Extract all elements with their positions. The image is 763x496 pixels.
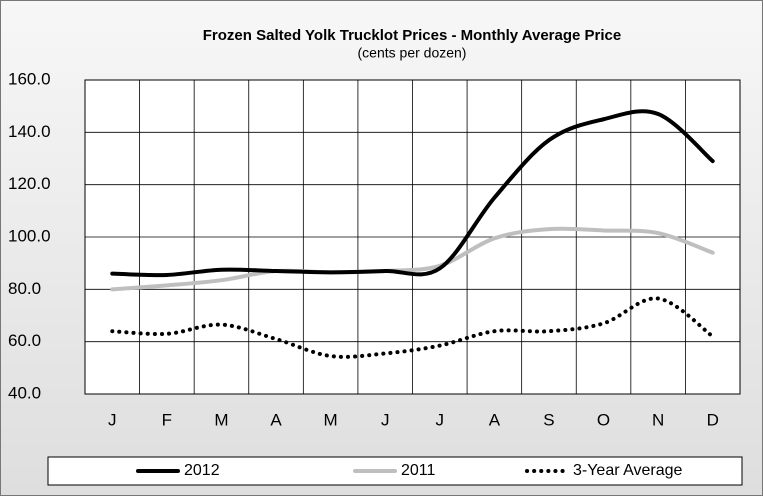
x-tick-label: M <box>324 410 338 429</box>
y-tick-label: 100.0 <box>8 226 51 245</box>
legend-label: 3-Year Average <box>573 462 683 479</box>
legend-label: 2012 <box>184 462 220 479</box>
x-tick-label: J <box>436 410 445 429</box>
plot-border <box>84 79 741 395</box>
x-tick-label: F <box>162 410 172 429</box>
series-line <box>110 296 715 359</box>
y-tick-label: 80.0 <box>8 279 41 298</box>
x-tick-label: A <box>489 410 501 429</box>
y-tick-label: 140.0 <box>8 122 51 141</box>
y-tick-label: 160.0 <box>8 69 51 88</box>
x-tick-label: J <box>108 410 117 429</box>
x-tick-label: A <box>270 410 282 429</box>
x-tick-label: S <box>543 410 554 429</box>
series-line <box>110 226 715 292</box>
series-line <box>110 109 715 278</box>
x-tick-label: N <box>652 410 664 429</box>
y-tick-label: 60.0 <box>8 331 41 350</box>
x-tick-label: J <box>381 410 390 429</box>
x-tick-label: O <box>597 410 610 429</box>
y-tick-label: 40.0 <box>8 383 41 402</box>
chart-subtitle: (cents per dozen) <box>358 45 467 61</box>
x-tick-label: D <box>707 410 719 429</box>
legend-label: 2011 <box>401 462 436 479</box>
y-tick-label: 120.0 <box>8 174 51 193</box>
chart-title: Frozen Salted Yolk Trucklot Prices - Mon… <box>203 27 621 44</box>
x-tick-label: M <box>214 410 228 429</box>
